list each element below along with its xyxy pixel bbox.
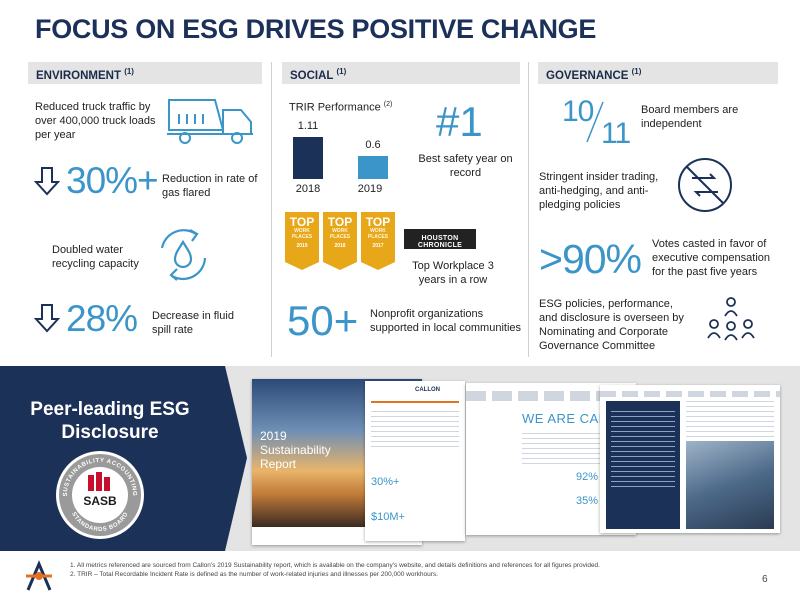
badge-2017: TOP WORK PLACES 2017 [361,212,395,262]
environment-header-note: (1) [124,67,134,76]
nonprofit-text: Nonprofit organizations supported in loc… [370,308,522,334]
spill-value: 28% [66,298,138,339]
governance-header: GOVERNANCE (1) [538,62,778,84]
rank-value: #1 [436,98,483,145]
badge-year: 2018 [334,243,346,249]
nonprofit-value: 50+ [287,297,359,344]
report-stat-1: 30%+ [371,476,400,488]
report-team-photo [686,441,774,529]
badge-top-label: TOP [365,215,391,229]
report-page-4 [600,385,780,533]
page-number: 6 [762,574,768,585]
spill-text: Decrease in fluid spill rate [152,310,234,336]
footnote-2: 2. TRIR – Total Recordable Incident Rate… [70,571,438,578]
column-divider [271,62,272,357]
trir-bar-2018 [293,137,323,179]
badge-ribbon [285,262,319,270]
governance-header-label: GOVERNANCE [546,69,629,82]
report-page-2: CALLON 30%+ $10M+ [365,381,465,541]
trir-x-label-2019: 2019 [357,183,383,195]
badge-ribbon [361,262,395,270]
badge-year: 2017 [372,243,384,249]
badge-workplaces-label: WORK PLACES [291,228,313,240]
down-arrow-icon [34,167,60,196]
badge-year: 2019 [296,243,308,249]
report-page-text-lines [371,411,459,451]
disclosure-panel-arrow [225,366,247,551]
trir-x-label-2018: 2018 [295,183,321,195]
fraction-slash-icon [586,101,604,143]
badge-top-label: TOP [327,215,353,229]
report-stat-3: 92% [576,471,599,483]
houston-chronicle-logo: HOUSTON CHRONICLE [404,229,476,249]
page-title: FOCUS ON ESG DRIVES POSITIVE CHANGE [35,14,597,44]
votes-text: Votes casted in favor of executive compe… [652,238,771,278]
report-stat-4: 35% [576,495,599,507]
badge-2019: TOP WORK PLACES 2019 [285,212,319,262]
governance-header-note: (1) [631,67,642,76]
sasb-inner-text: SASB [83,494,117,508]
water-recycle-icon [160,229,207,281]
badge-ribbon [323,262,357,270]
committee-people-icon [707,297,755,341]
social-header-note: (1) [336,67,347,76]
board-text: Board members are independent [641,104,739,130]
report-page-nav [600,391,780,397]
report-page-logo: CALLON [415,387,440,393]
report-page-nav [466,391,636,401]
flared-text: Reduction in rate of gas flared [162,173,258,199]
environment-header: ENVIRONMENT (1) [28,62,262,84]
board-denominator: 11 [601,117,631,150]
report-sidebar-text-lines [611,411,675,491]
footnote-1: 1. All metrics referenced are sourced fr… [70,562,600,569]
trir-title-label: TRIR Performance [289,101,381,114]
environment-header-label: ENVIRONMENT [36,69,121,82]
badge-workplaces-label: WORK PLACES [367,228,389,240]
badge-2018: TOP WORK PLACES 2018 [323,212,357,262]
insider-policy-text: Stringent insider trading, anti-hedging,… [539,171,659,211]
esg-oversight-text: ESG policies, performance, and disclosur… [539,298,684,352]
badge-workplaces-label: WORK PLACES [329,228,351,240]
board-numerator: 10 [562,95,594,128]
sasb-logo: SUSTAINABILITY ACCOUNTING STANDARDS BOAR… [56,451,144,539]
report-cover-title: 2019 Sustainability Report [260,429,331,471]
peer-leading-title: Peer-leading ESG Disclosure [30,399,190,443]
badge-top-label: TOP [289,215,315,229]
trir-title: TRIR Performance (2) [289,98,392,115]
trir-bar-2019 [358,156,388,179]
down-arrow-icon [34,304,60,333]
report-page-sidebar [606,401,680,529]
rank-text: Best safety year on record [418,153,513,179]
trir-title-note: (2) [383,101,393,108]
no-trading-icon [678,158,732,212]
votes-value: >90% [539,236,642,282]
report-stat-2: $10M+ [371,511,405,523]
flared-value: 30%+ [66,160,159,201]
report-page-text-lines [686,401,774,437]
dump-truck-icon [167,99,253,144]
callon-logo [26,560,52,591]
workplace-text: Top Workplace 3 years in a row [412,260,494,286]
truck-traffic-text: Reduced truck traffic by over 400,000 tr… [35,101,156,141]
social-header-label: SOCIAL [290,69,334,82]
social-header: SOCIAL (1) [282,62,520,84]
footnotes: 1. All metrics referenced are sourced fr… [70,561,600,579]
column-divider [528,62,529,357]
trir-value-label-2018: 1.11 [297,120,319,132]
trir-value-label-2019: 0.6 [365,139,381,151]
report-page-rule [371,401,459,403]
water-recycling-text: Doubled water recycling capacity [52,244,139,270]
